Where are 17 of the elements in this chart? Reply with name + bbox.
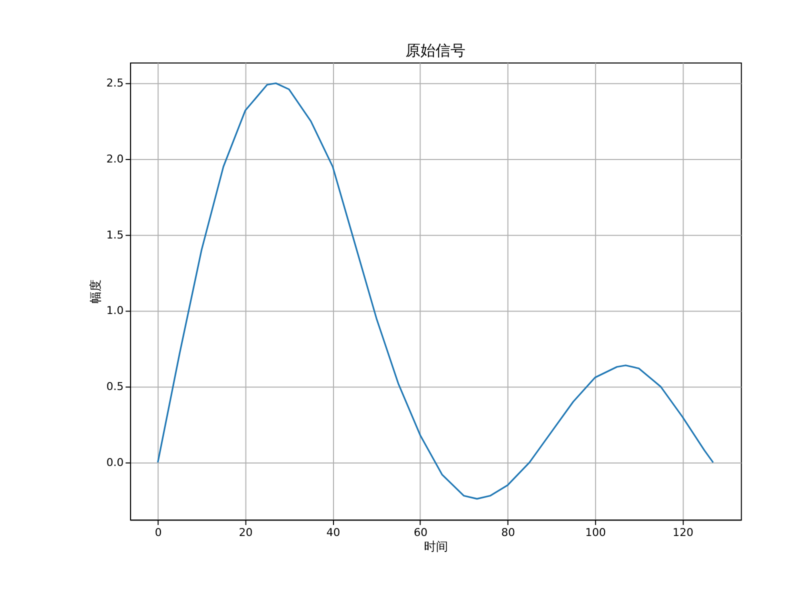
x-tick-label: 0 (154, 526, 162, 539)
y-tick-label: 2.0 (106, 152, 124, 166)
x-tick-label: 60 (414, 526, 428, 539)
x-tick-label: 100 (585, 526, 606, 539)
y-tick-label: 0.0 (106, 456, 124, 469)
y-tick-label: 0.5 (106, 380, 124, 394)
line-series (157, 82, 714, 500)
x-tick-label: 80 (501, 526, 516, 539)
x-tick-label: 40 (326, 526, 340, 539)
chart-title: 原始信号 (405, 42, 466, 60)
y-tick-label: 2.5 (106, 76, 124, 90)
y-axis-title: 幅度 (88, 280, 103, 304)
x-tick-label: 120 (672, 526, 694, 539)
y-tick-label: 1.0 (106, 304, 124, 318)
y-tick-label: 1.5 (106, 228, 124, 242)
x-tick-label: 20 (238, 526, 253, 539)
x-axis-title: 时间 (424, 540, 448, 554)
